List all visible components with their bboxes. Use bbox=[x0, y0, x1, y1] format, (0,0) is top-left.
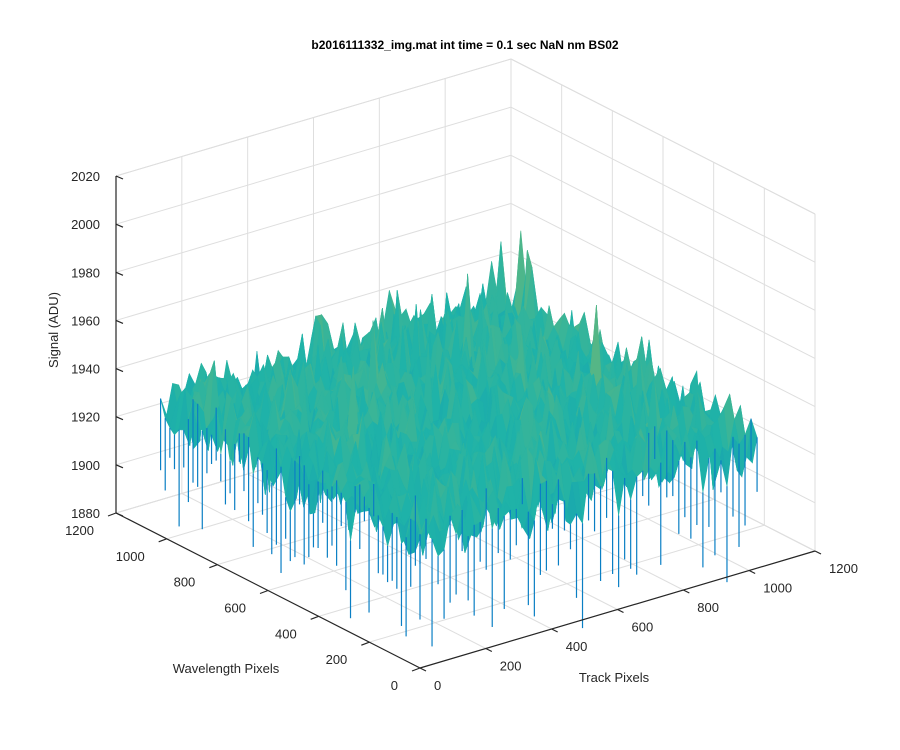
z-tick bbox=[115, 512, 124, 517]
grid-line bbox=[115, 202, 512, 321]
x-tick bbox=[617, 608, 624, 614]
z-tick bbox=[115, 368, 124, 373]
z-tick-label: 2020 bbox=[71, 169, 100, 184]
x-tick bbox=[551, 628, 558, 633]
z-tick-label: 1940 bbox=[71, 362, 100, 377]
x-tick-label: 0 bbox=[434, 678, 441, 693]
x-tick bbox=[748, 569, 756, 575]
y-tick bbox=[209, 564, 218, 569]
y-tick bbox=[310, 615, 319, 620]
x-tick bbox=[419, 667, 427, 672]
grid-line bbox=[115, 154, 512, 273]
grid-line bbox=[115, 251, 512, 370]
grid-line bbox=[510, 106, 816, 263]
grid-line bbox=[115, 58, 512, 177]
z-tick-label: 1960 bbox=[71, 313, 100, 328]
z-tick bbox=[115, 416, 124, 421]
z-tick bbox=[115, 271, 124, 276]
x-tick-label: 1000 bbox=[763, 581, 792, 596]
z-tick-label: 1920 bbox=[71, 410, 100, 425]
y-tick-label: 800 bbox=[174, 575, 196, 590]
z-tick-label: 1980 bbox=[71, 265, 100, 280]
z-tick bbox=[115, 175, 124, 180]
z-tick bbox=[115, 319, 124, 324]
grid-line bbox=[510, 58, 816, 215]
surface-patch bbox=[415, 495, 427, 535]
x-tick-label: 800 bbox=[697, 600, 719, 615]
chart-title: b2016111332_img.mat int time = 0.1 sec N… bbox=[311, 38, 618, 52]
x-tick-label: 400 bbox=[566, 639, 588, 654]
z-axis-label: Signal (ADU) bbox=[46, 292, 61, 368]
surface-plot bbox=[159, 230, 758, 647]
y-tick bbox=[361, 641, 370, 646]
y-tick-label: 600 bbox=[224, 601, 246, 616]
z-tick-label: 2000 bbox=[71, 217, 100, 232]
z-tick-label: 1880 bbox=[71, 506, 100, 521]
grid-line bbox=[115, 106, 512, 225]
z-tick bbox=[115, 464, 124, 469]
x-tick bbox=[485, 647, 493, 653]
y-tick-label: 1000 bbox=[116, 549, 145, 564]
axes: 0 200 400 600 800 1000 1200 0 200 400 600 800 1000 12… bbox=[65, 169, 858, 693]
y-tick bbox=[158, 538, 167, 543]
y-tick bbox=[259, 589, 269, 595]
y-axis-label: Wavelength Pixels bbox=[173, 661, 280, 676]
x-tick bbox=[683, 589, 690, 594]
grid-line bbox=[510, 202, 816, 359]
x-tick-label: 600 bbox=[632, 620, 654, 635]
grid-line bbox=[318, 498, 714, 617]
x-tick-label: 1200 bbox=[829, 561, 858, 576]
grid-line bbox=[510, 251, 816, 408]
y-tick bbox=[411, 667, 421, 672]
x-axis-label: Track Pixels bbox=[579, 670, 650, 685]
x-tick bbox=[814, 550, 822, 555]
z-tick-label: 1900 bbox=[71, 458, 100, 473]
y-tick-label: 200 bbox=[326, 652, 348, 667]
y-tick-label: 0 bbox=[391, 678, 398, 693]
y-tick-label: 1200 bbox=[65, 523, 94, 538]
y-tick-label: 400 bbox=[275, 626, 297, 641]
grid-line bbox=[369, 524, 765, 643]
x-tick-label: 200 bbox=[500, 659, 522, 674]
grid-line bbox=[510, 154, 816, 311]
y-tick bbox=[107, 512, 117, 517]
z-tick bbox=[115, 223, 124, 228]
